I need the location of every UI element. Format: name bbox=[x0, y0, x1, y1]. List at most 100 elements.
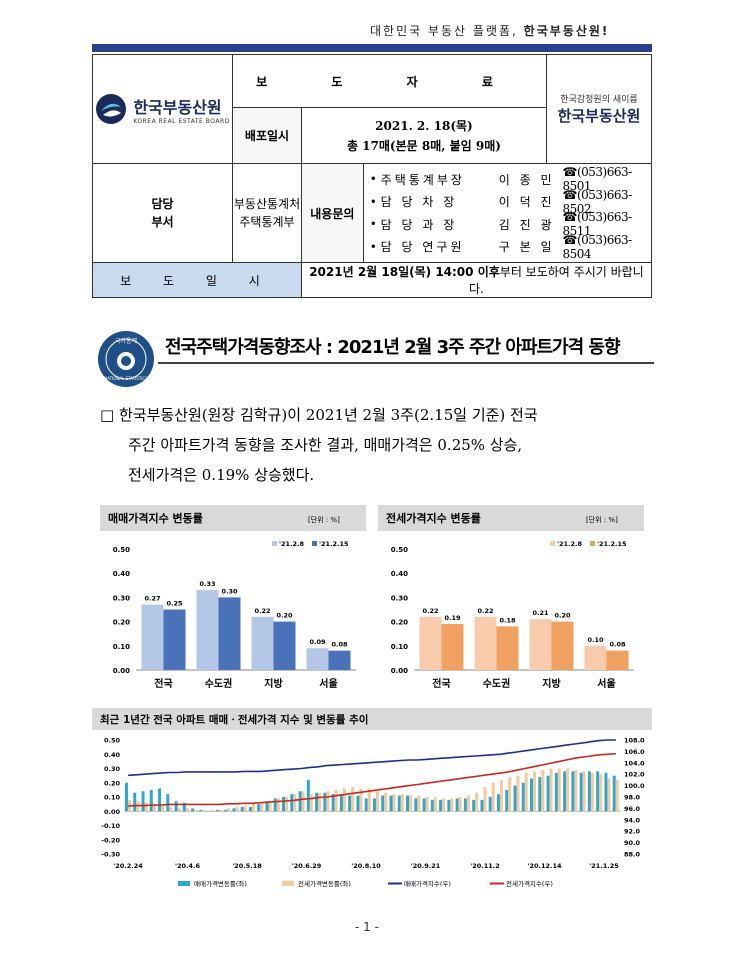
right-y-tick-label: 100.0 bbox=[624, 782, 645, 790]
y-tick-label: 0.20 bbox=[113, 619, 130, 627]
data-label: 0.33 bbox=[199, 580, 215, 588]
trend-bar bbox=[590, 772, 594, 812]
trend-bar bbox=[466, 795, 470, 812]
x-tick-label: '20.9.21 bbox=[411, 862, 441, 870]
legend-label: '21.2.15 bbox=[319, 540, 349, 548]
trend-bar bbox=[158, 788, 162, 812]
headline-underline bbox=[158, 362, 654, 364]
trend-bar bbox=[604, 772, 608, 812]
yearly-trend-chart: 최근 1년간 전국 아파트 매매ㆍ전세가격 지수 및 변동률 추이 -0.30 -… bbox=[92, 708, 652, 888]
trend-bar bbox=[505, 789, 509, 812]
trend-bar bbox=[144, 802, 148, 812]
bar bbox=[328, 650, 351, 670]
trend-bar bbox=[574, 769, 578, 812]
trend-bar bbox=[499, 779, 503, 812]
dept-label-2: 부서 bbox=[151, 215, 174, 229]
new-name-small: 한국감정원의 새이름 bbox=[560, 95, 638, 105]
trend-bar bbox=[166, 794, 170, 812]
chart-title: 전세가격지수 변동률 bbox=[386, 511, 481, 525]
legend-swatch bbox=[312, 541, 317, 546]
data-label: 0.10 bbox=[587, 636, 604, 644]
bar bbox=[606, 650, 629, 670]
trend-bar bbox=[149, 789, 153, 812]
trend-bar bbox=[406, 795, 410, 812]
trend-line bbox=[128, 739, 616, 777]
y-tick-label: 0.40 bbox=[391, 570, 408, 578]
right-y-tick-label: 96.0 bbox=[624, 805, 641, 813]
legend-label: 전세가격지수(우) bbox=[506, 879, 553, 888]
trend-bar bbox=[276, 798, 280, 812]
trend-bar bbox=[351, 787, 355, 812]
trend-bar bbox=[243, 805, 247, 812]
y-tick-label: 0.00 bbox=[391, 667, 408, 675]
release-label: 보 도 일 시 bbox=[92, 262, 302, 298]
trend-bar bbox=[224, 809, 228, 812]
trend-bar bbox=[306, 779, 310, 812]
document-title: 보 도 자 료 bbox=[232, 54, 547, 108]
trend-bar bbox=[607, 778, 611, 812]
trend-bar bbox=[463, 798, 467, 812]
dept-label-1: 담당 bbox=[151, 197, 174, 211]
trend-bar bbox=[359, 788, 363, 812]
trend-bar bbox=[571, 771, 575, 812]
trend-bar bbox=[554, 772, 558, 812]
legend-swatch bbox=[550, 541, 555, 546]
category-label: 수도권 bbox=[483, 678, 511, 690]
trend-bar bbox=[516, 775, 520, 812]
trend-bar bbox=[409, 795, 413, 812]
right-y-tick-label: 98.0 bbox=[624, 794, 641, 802]
trend-bar bbox=[530, 778, 534, 812]
trend-bar bbox=[612, 775, 616, 812]
trend-bar bbox=[488, 797, 492, 812]
trend-bar bbox=[124, 782, 128, 812]
legend-label: '21.2.15 bbox=[597, 540, 627, 548]
trend-bar bbox=[508, 777, 512, 812]
trend-bar bbox=[141, 791, 145, 812]
trend-bar bbox=[430, 799, 434, 812]
trend-bar bbox=[282, 797, 286, 812]
new-name-big: 한국부동산원 bbox=[557, 107, 641, 125]
trend-bar bbox=[339, 794, 343, 812]
trend-bar bbox=[372, 798, 376, 812]
trend-bar bbox=[260, 802, 264, 812]
trend-bar bbox=[541, 769, 545, 812]
trend-bar bbox=[546, 775, 550, 812]
bar bbox=[419, 616, 442, 670]
data-label: 0.19 bbox=[444, 614, 461, 622]
trend-bar bbox=[285, 797, 289, 812]
dept-name-cell: 부동산통계처 주택통계부 bbox=[232, 163, 302, 263]
trend-bar bbox=[298, 791, 302, 812]
trend-bar bbox=[318, 792, 322, 812]
data-label: 0.22 bbox=[422, 607, 438, 615]
right-y-tick-label: 102.0 bbox=[624, 771, 645, 779]
trend-bar bbox=[356, 795, 360, 812]
chart-title-bar bbox=[100, 505, 366, 531]
dept-label-cell: 담당 부서 bbox=[91, 163, 234, 263]
y-tick-label: 0.50 bbox=[391, 546, 408, 554]
trend-bar bbox=[251, 804, 255, 812]
trend-bar bbox=[384, 792, 388, 812]
distribution-date: 2021. 2. 18(목) bbox=[375, 118, 473, 133]
trend-bar bbox=[521, 782, 525, 812]
logo-eng: KOREA REAL ESTATE BOARD bbox=[133, 117, 230, 125]
trend-bar bbox=[133, 792, 137, 812]
jeonse-price-change-chart: 전세가격지수 변동률 [단위 : %] 0.00 0.10 0.20 0.30 0.40… bbox=[378, 505, 644, 690]
trend-bar bbox=[599, 774, 603, 812]
dept-name-1: 부동산통계처 bbox=[233, 197, 301, 211]
legend-label: 전세가격변동률(좌) bbox=[298, 879, 351, 888]
logo-name: 한국부동산원 bbox=[133, 97, 222, 117]
trend-bar bbox=[248, 806, 252, 812]
left-y-tick-label: 0.10 bbox=[104, 794, 121, 802]
summary-line-2: 주간 아파트가격 동향을 조사한 결과, 매매가격은 0.25% 상승, bbox=[128, 436, 523, 454]
trend-bar bbox=[268, 801, 272, 812]
sale-price-change-chart: 매매가격지수 변동률 [단위 : %] 0.00 0.10 0.20 0.30 0.40… bbox=[100, 505, 366, 690]
y-tick-label: 0.10 bbox=[391, 643, 408, 651]
trend-bar bbox=[480, 799, 484, 812]
chart-title: 매매가격지수 변동률 bbox=[108, 511, 203, 525]
legend-label: '21.2.8 bbox=[557, 540, 582, 548]
left-y-tick-label: 0.20 bbox=[104, 779, 121, 787]
seal-text: 국가통계 bbox=[115, 337, 137, 345]
trend-bar bbox=[557, 768, 561, 812]
summary-line-3: 전세가격은 0.19% 상승했다. bbox=[128, 466, 315, 484]
